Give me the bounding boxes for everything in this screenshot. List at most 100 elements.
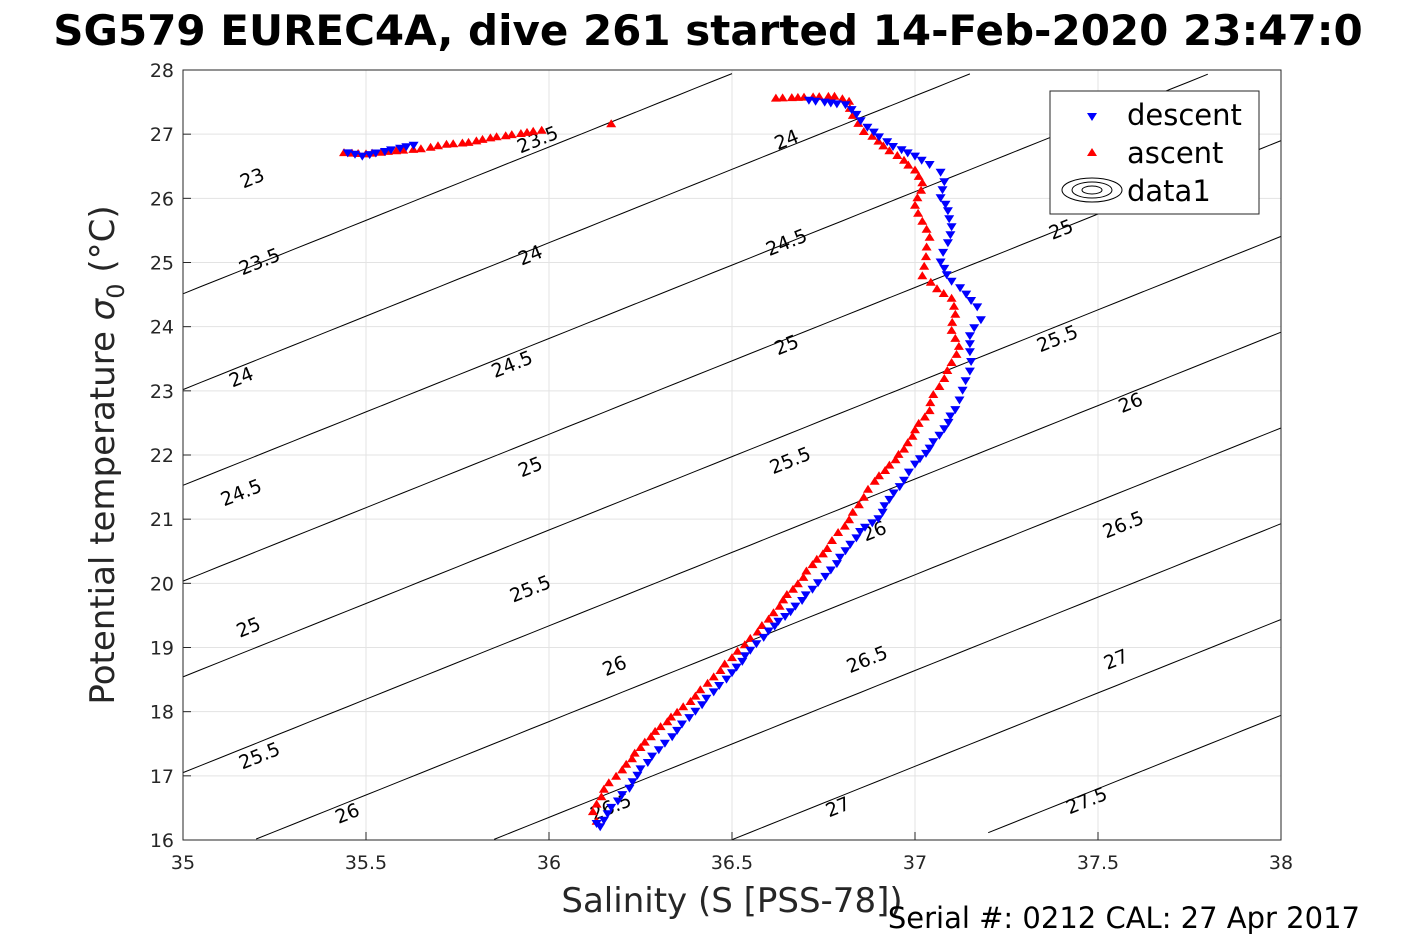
ascent-point — [903, 160, 914, 169]
ascent-point — [778, 595, 789, 604]
descent-point — [942, 239, 953, 248]
ascent-point — [910, 200, 920, 209]
legend: descent ascent data1 — [1049, 90, 1260, 215]
ascent-point — [884, 146, 895, 155]
ascent-point — [732, 646, 743, 655]
contour-line — [493, 523, 1282, 840]
descent-point — [961, 290, 972, 299]
descent-point — [721, 675, 732, 684]
ascent-point — [951, 349, 962, 358]
ascent-point — [873, 136, 884, 145]
ascent-point — [907, 431, 918, 440]
descent-point — [924, 161, 935, 169]
descent-series — [342, 96, 986, 832]
descent-point — [935, 258, 946, 267]
descent-point — [598, 816, 609, 825]
descent-point — [874, 133, 884, 142]
descent-point — [966, 358, 977, 366]
descent-point — [862, 123, 873, 132]
descent-point — [914, 455, 925, 464]
descent-point — [825, 566, 836, 575]
descent-point — [810, 97, 821, 106]
descent-point — [937, 186, 948, 195]
descent-point — [379, 148, 390, 156]
x-tick-label: 37.5 — [1077, 852, 1119, 874]
legend-descent-label: descent — [1127, 98, 1242, 132]
ascent-point — [587, 807, 598, 816]
descent-point — [763, 627, 774, 636]
x-tick-label: 36.5 — [711, 852, 753, 874]
descent-point — [632, 771, 643, 780]
descent-point — [773, 617, 784, 626]
ascent-point — [528, 126, 539, 135]
ascent-point — [598, 784, 609, 793]
ascent-point — [921, 242, 932, 251]
ascent-point — [774, 601, 785, 610]
descent-point — [642, 759, 653, 767]
legend-descent-marker — [1087, 113, 1097, 121]
ascent-point — [912, 193, 923, 202]
ascent-point — [878, 141, 889, 150]
descent-point — [758, 633, 769, 642]
ascent-point — [833, 528, 844, 536]
descent-point — [888, 143, 898, 151]
ascent-point — [921, 252, 931, 261]
descent-point — [946, 223, 957, 232]
ascent-point — [817, 549, 828, 558]
descent-point — [879, 502, 890, 511]
legend-data1-label: data1 — [1127, 174, 1211, 208]
ascent-point — [934, 382, 945, 390]
y-tick-label: 21 — [150, 509, 174, 531]
descent-point — [617, 791, 628, 800]
descent-point — [697, 701, 708, 710]
descent-point — [964, 340, 975, 349]
ascent-point — [719, 659, 730, 668]
descent-point — [903, 468, 914, 477]
ascent-point — [902, 438, 913, 447]
descent-point — [731, 663, 742, 672]
y-tick-label: 20 — [150, 573, 174, 595]
ascent-point — [690, 691, 701, 700]
chart-title: SG579 EUREC4A, dive 261 started 14-Feb-2… — [53, 6, 1362, 55]
descent-point — [370, 149, 381, 158]
y-tick-label: 16 — [150, 830, 174, 852]
ascent-point — [739, 640, 750, 649]
descent-point — [873, 515, 884, 524]
ascent-point — [827, 536, 837, 544]
descent-point — [975, 316, 986, 325]
ascent-point — [477, 134, 488, 143]
ascent-point — [950, 309, 961, 318]
legend-entry-descent: descent — [1087, 98, 1242, 132]
descent-point — [647, 752, 658, 761]
ascent-point — [621, 759, 632, 768]
contour-line — [182, 73, 1208, 486]
ascent-point — [506, 130, 517, 139]
ascent-point — [913, 171, 924, 180]
descent-point — [612, 797, 623, 806]
y-tick-label: 22 — [150, 445, 174, 467]
legend-entry-ascent: ascent — [1087, 136, 1223, 170]
descent-point — [888, 489, 899, 498]
descent-point — [957, 386, 968, 395]
ascent-point — [770, 93, 781, 102]
y-tick-label: 27 — [150, 124, 174, 146]
legend-entry-data1: data1 — [1061, 174, 1211, 208]
descent-point — [737, 657, 748, 666]
descent-point — [950, 406, 961, 415]
contour-line — [182, 331, 1282, 774]
ascent-point — [913, 208, 924, 217]
descent-point — [945, 412, 956, 421]
descent-point — [653, 746, 664, 755]
ascent-point — [844, 515, 855, 524]
descent-point — [860, 523, 870, 532]
ascent-point — [946, 325, 957, 334]
descent-point — [921, 449, 931, 458]
descent-point — [943, 418, 954, 427]
y-tick-label: 25 — [150, 253, 174, 275]
ascent-point — [924, 232, 935, 241]
descent-point — [835, 553, 845, 562]
descent-point — [964, 348, 975, 357]
ascent-point — [917, 178, 928, 187]
descent-point — [635, 765, 646, 774]
descent-point — [659, 739, 670, 748]
